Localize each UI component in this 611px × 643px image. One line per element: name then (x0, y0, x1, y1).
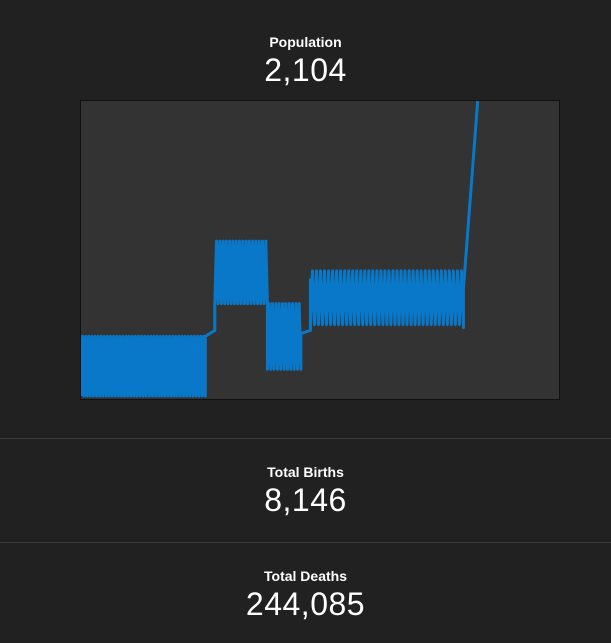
deaths-label: Total Deaths (264, 568, 347, 584)
births-panel: Total Births 8,146 (0, 438, 611, 543)
population-label: Population (269, 34, 342, 50)
population-panel: Population 2,104 (80, 34, 560, 400)
population-value: 2,104 (264, 52, 347, 88)
population-chart (80, 100, 560, 400)
deaths-panel: Total Deaths 244,085 (0, 542, 611, 643)
births-label: Total Births (267, 464, 344, 480)
population-series-line (81, 101, 480, 398)
deaths-value: 244,085 (245, 586, 366, 622)
population-chart-svg (81, 101, 480, 398)
births-value: 8,146 (264, 482, 347, 518)
